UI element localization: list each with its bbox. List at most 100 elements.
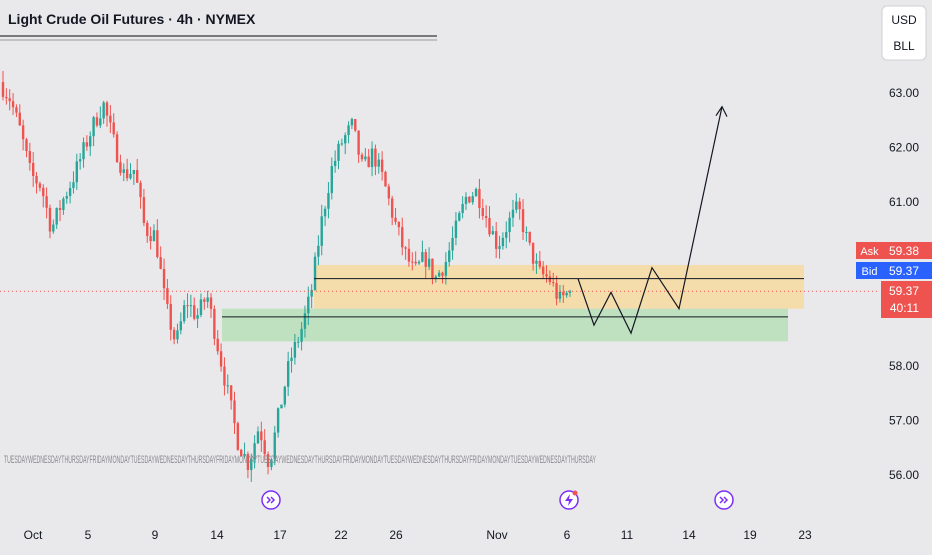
candle (102, 100, 105, 124)
candle (276, 407, 280, 438)
candle (444, 252, 448, 285)
candle (357, 130, 360, 164)
candle (478, 178, 481, 219)
candle (52, 219, 55, 234)
candle (146, 220, 149, 243)
candle (421, 240, 424, 263)
candle (75, 153, 79, 190)
candle (35, 171, 38, 194)
candle (179, 312, 183, 335)
candle (364, 148, 367, 162)
candle (404, 246, 407, 260)
candle (417, 259, 421, 265)
candle (219, 343, 223, 372)
candle (236, 421, 240, 451)
candle (196, 308, 199, 329)
currency-box[interactable] (881, 5, 927, 61)
candle (310, 284, 313, 309)
candle (344, 132, 347, 155)
time-tick-label: 11 (621, 528, 634, 542)
time-tick-label: 19 (743, 528, 757, 542)
candle (58, 200, 62, 222)
candle (531, 242, 535, 271)
candle (518, 197, 521, 220)
price-tick-label: 63.00 (889, 86, 919, 100)
candle (112, 113, 115, 138)
price-tick-label: 58.00 (889, 359, 919, 373)
fast-forward-icon[interactable] (261, 490, 281, 510)
projection-arrowhead (715, 105, 728, 117)
candle (380, 151, 384, 181)
candle (552, 272, 555, 287)
candle (270, 458, 273, 471)
candle (528, 231, 531, 246)
candle (501, 232, 505, 250)
candle (246, 451, 250, 479)
candle (515, 193, 518, 214)
price-tick-label: 61.00 (889, 195, 919, 209)
candle (286, 351, 290, 396)
candle (223, 357, 226, 396)
candle (15, 104, 18, 118)
candle (213, 305, 216, 346)
ask-tag: Ask 59.38 (856, 242, 932, 259)
candle (48, 204, 52, 239)
ask-value: 59.38 (889, 244, 919, 258)
candle (350, 117, 354, 130)
candle (491, 225, 495, 235)
time-tick-label: 23 (798, 528, 812, 542)
candle (68, 181, 72, 204)
candle (226, 374, 229, 394)
candle (260, 421, 263, 452)
candle (182, 300, 186, 324)
candle (511, 199, 515, 227)
candle (548, 270, 552, 286)
candle (414, 251, 417, 266)
candle (266, 451, 270, 475)
projection-path[interactable] (577, 106, 723, 335)
candle (558, 285, 562, 303)
candle (461, 196, 464, 219)
candle (253, 435, 256, 469)
candle (568, 289, 572, 297)
candle (28, 142, 32, 171)
candle (139, 180, 142, 209)
candle (119, 154, 122, 176)
candle (186, 293, 189, 318)
lightning-icon[interactable] (559, 490, 579, 510)
candle (390, 195, 394, 226)
candle (31, 152, 35, 187)
candle (18, 104, 21, 126)
candle (199, 293, 203, 318)
candle (55, 207, 58, 229)
resistance-zone[interactable] (314, 264, 804, 309)
support-zone[interactable] (222, 308, 788, 342)
candle (206, 290, 209, 308)
candle (374, 144, 377, 176)
candle (21, 119, 25, 151)
candle (521, 199, 525, 240)
bid-value: 59.37 (889, 264, 919, 278)
candle (109, 104, 112, 134)
candle (394, 207, 397, 225)
candle (115, 131, 119, 164)
candle (136, 158, 139, 183)
candle (172, 327, 176, 345)
candle (458, 211, 461, 222)
candle (273, 425, 276, 466)
candle (387, 183, 391, 206)
chart-title: Light Crude Oil Futures · 4h · NYMEX (8, 11, 256, 27)
candle (263, 429, 266, 461)
candle (125, 158, 129, 182)
candle (541, 261, 545, 279)
candle (176, 323, 179, 344)
fast-forward-icon[interactable] (714, 490, 734, 510)
candle (162, 258, 166, 301)
candle (377, 153, 380, 174)
time-tick-label: 14 (682, 528, 696, 542)
candle (1, 71, 5, 101)
candle (508, 211, 511, 243)
candle (505, 221, 508, 249)
